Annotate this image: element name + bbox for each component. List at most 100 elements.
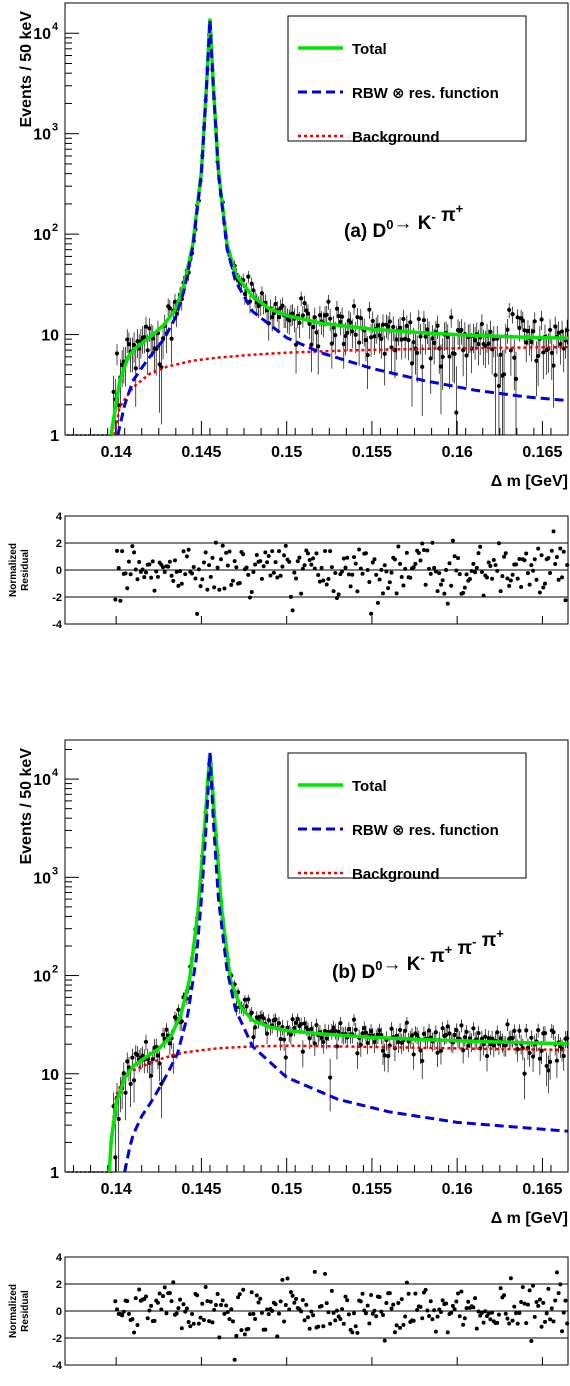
data-point: [404, 1020, 409, 1025]
residual-point: [481, 593, 486, 598]
data-point: [524, 1028, 529, 1033]
data-point: [249, 1010, 254, 1015]
data-point: [288, 1032, 294, 1037]
residual-point: [406, 1291, 411, 1296]
label-superscript: +: [456, 201, 464, 216]
data-point: [471, 1026, 476, 1031]
x-tick-label: 0.14: [101, 1181, 132, 1198]
residual-point: [427, 566, 432, 571]
background-curve: [113, 345, 569, 436]
residual-point: [297, 555, 302, 560]
data-point: [394, 337, 399, 342]
data-point: [312, 315, 317, 320]
data-point: [490, 347, 495, 352]
residual-points: [113, 1269, 570, 1362]
data-point: [561, 1053, 566, 1059]
data-point: [264, 1031, 270, 1036]
residual-point: [554, 1270, 559, 1275]
residual-point: [527, 582, 532, 587]
data-point: [276, 1021, 282, 1026]
residual-point: [360, 1291, 365, 1296]
residual-point: [411, 565, 416, 570]
data-point: [126, 342, 132, 347]
residual-point: [208, 1299, 213, 1304]
residual-point: [490, 1310, 495, 1315]
data-point: [159, 1081, 164, 1086]
residual-point: [188, 1324, 193, 1329]
residual-point: [316, 1324, 321, 1329]
data-point: [498, 352, 503, 357]
data-point: [508, 348, 513, 353]
data-point: [507, 307, 512, 312]
data-point: [351, 1017, 357, 1022]
residual-point: [317, 579, 322, 584]
residual-point: [565, 1321, 570, 1326]
residual-point: [174, 1311, 179, 1316]
data-point: [493, 372, 498, 378]
residual-point: [287, 1307, 292, 1312]
residual-point: [169, 573, 174, 578]
data-point: [329, 341, 334, 346]
data-point: [310, 324, 316, 330]
residual-point: [505, 576, 510, 581]
data-point: [536, 1028, 541, 1033]
residual-point: [280, 564, 285, 569]
residual-point: [312, 566, 317, 571]
residual-point: [275, 1334, 280, 1339]
data-point: [299, 1022, 304, 1027]
residual-panel-a: 4 2 0 -2 -4 Normalized Residual: [8, 511, 570, 631]
residual-point: [457, 572, 462, 577]
residual-point: [524, 551, 529, 556]
residual-point: [445, 601, 450, 606]
data-point: [259, 291, 265, 296]
data-point: [546, 1068, 551, 1073]
data-point: [367, 307, 372, 312]
residual-point: [522, 1301, 527, 1306]
data-point: [329, 1028, 334, 1034]
data-point: [435, 1050, 440, 1055]
residual-point: [496, 541, 501, 546]
residual-point: [176, 583, 181, 588]
data-point: [346, 1026, 351, 1032]
y-tick-exponent: 3: [52, 122, 58, 134]
residual-point: [379, 1309, 384, 1314]
data-point: [466, 1043, 471, 1048]
residual-point: [415, 1308, 420, 1313]
residual-point: [191, 1321, 196, 1326]
residual-point: [404, 1280, 409, 1285]
residual-point: [314, 551, 319, 556]
data-point: [261, 1016, 266, 1021]
data-point: [420, 364, 425, 369]
data-point: [551, 363, 556, 368]
residual-point: [246, 1326, 251, 1331]
residual-point: [367, 579, 372, 584]
data-point: [486, 341, 491, 346]
residual-point: [418, 1304, 423, 1309]
data-point: [438, 1048, 444, 1053]
data-point: [160, 1032, 166, 1037]
data-point: [397, 325, 403, 330]
data-point: [128, 1081, 133, 1087]
residual-point: [251, 1311, 256, 1316]
residual-point: [334, 596, 339, 601]
residual-point: [167, 559, 172, 564]
residual-point: [311, 1313, 316, 1318]
residual-point: [287, 559, 292, 564]
data-point: [365, 352, 370, 358]
y-tick-exponent: 2: [52, 222, 58, 234]
residual-point: [444, 568, 449, 573]
data-point: [254, 1015, 259, 1020]
data-point: [547, 327, 553, 333]
data-point: [282, 1037, 287, 1042]
residual-point: [389, 570, 394, 575]
residual-point: [537, 1297, 542, 1302]
residual-point: [384, 1300, 389, 1305]
residual-point: [519, 1300, 524, 1305]
residual-point: [449, 583, 454, 588]
residual-point: [244, 565, 249, 570]
residual-point: [462, 585, 467, 590]
residual-point: [309, 1309, 314, 1314]
residual-point: [479, 1310, 484, 1315]
data-point: [416, 316, 421, 322]
residual-point: [288, 1290, 293, 1295]
